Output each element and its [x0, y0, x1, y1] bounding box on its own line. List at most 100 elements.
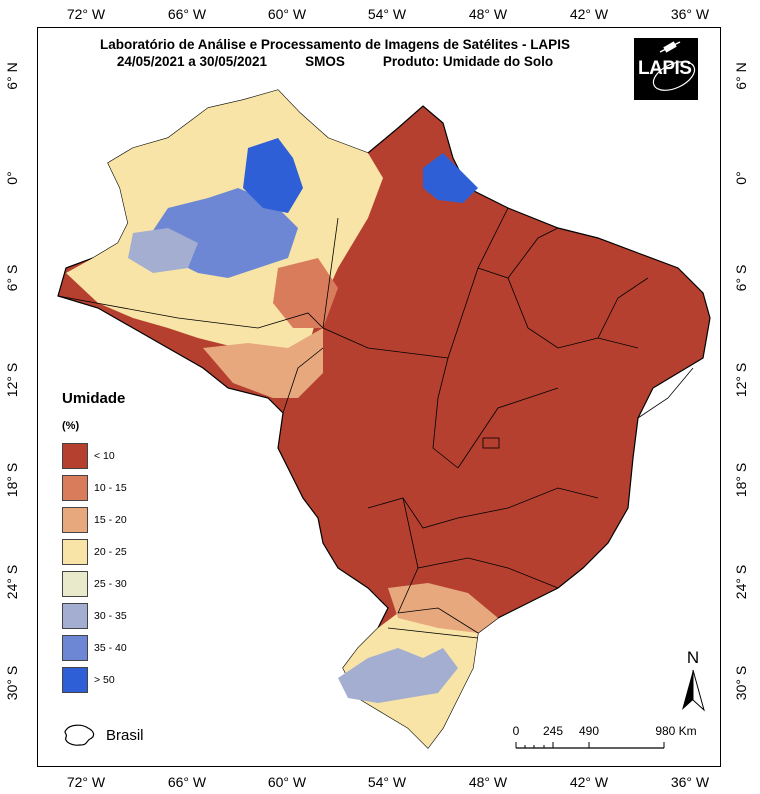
lat-label-right: 24° S [733, 564, 749, 600]
legend-item: 30 - 35 [62, 600, 127, 632]
state-boundary-line [367, 497, 459, 529]
lon-label-top: 36° W [670, 6, 710, 22]
lat-label-right: 6° N [733, 62, 749, 90]
map-title-block: Laboratório de Análise e Processamento d… [55, 36, 615, 70]
legend-swatch [62, 667, 88, 693]
legend-label: 20 - 25 [94, 546, 127, 558]
lat-label-right: 30° S [733, 665, 749, 701]
federal-district [482, 437, 500, 449]
boundary-legend: Brasil [60, 722, 144, 748]
lat-label-left: 18° S [4, 462, 20, 498]
lon-label-bottom: 48° W [468, 774, 508, 790]
state-boundary-line [477, 227, 559, 279]
map-title: Laboratório de Análise e Processamento d… [100, 37, 570, 52]
scale-label: 490 [578, 724, 600, 738]
lon-label-bottom: 42° W [569, 774, 609, 790]
lat-label-right: 0° [733, 171, 749, 185]
legend-label: 15 - 20 [94, 514, 127, 526]
moist-zone-30-35 [128, 228, 198, 273]
lon-label-bottom: 54° W [367, 774, 407, 790]
amapa-moist-zone [423, 153, 478, 203]
lon-label-top: 60° W [267, 6, 307, 22]
south-zone-30-35 [338, 648, 458, 703]
legend-label: < 10 [94, 450, 115, 462]
legend-item: 10 - 15 [62, 472, 127, 504]
lat-label-left: 6° N [4, 62, 20, 90]
lat-label-left: 24° S [4, 564, 20, 600]
lat-label-right: 6° S [733, 264, 749, 292]
southeast-zone-15-20 [388, 583, 498, 633]
lon-label-top: 42° W [569, 6, 609, 22]
legend-swatch [62, 443, 88, 469]
state-boundaries [57, 207, 694, 639]
legend-unit: (%) [62, 420, 80, 432]
legend: < 10 10 - 15 15 - 20 20 - 25 25 - 30 30 … [62, 440, 127, 696]
north-label: N [686, 648, 700, 667]
logo-text: LAPIS [638, 58, 692, 79]
lat-label-left: 30° S [4, 665, 20, 701]
moist-zone-over-50 [243, 138, 303, 213]
satellite-icon [652, 41, 696, 91]
lon-label-bottom: 60° W [267, 774, 307, 790]
lat-label-left: 0° [4, 171, 20, 185]
legend-swatch [62, 571, 88, 597]
lon-label-bottom: 66° W [167, 774, 207, 790]
legend-swatch [62, 539, 88, 565]
state-boundary-line [432, 357, 459, 469]
lon-label-top: 72° W [66, 6, 106, 22]
scale-label: 980 Km [655, 724, 697, 738]
legend-swatch [62, 475, 88, 501]
lapis-logo: LAPIS [634, 38, 698, 100]
north-arrow: N [678, 648, 708, 719]
state-boundary-line [637, 367, 694, 419]
moist-zone-15-20 [203, 328, 323, 398]
sensor-name: SMOS [305, 54, 345, 69]
boundary-outline-icon [64, 724, 95, 746]
legend-item: 35 - 40 [62, 632, 127, 664]
legend-swatch [62, 635, 88, 661]
scale-label: 245 [542, 724, 564, 738]
lon-label-bottom: 72° W [66, 774, 106, 790]
state-boundary-line [457, 387, 559, 469]
moist-zone-10-15 [273, 258, 338, 328]
state-boundary-line [322, 217, 339, 329]
scale-bar: 0 245 490 980 Km [512, 724, 702, 754]
legend-item: > 50 [62, 664, 127, 696]
state-boundary-line [397, 607, 479, 634]
state-boundary-line [457, 487, 599, 519]
state-boundary-line [57, 295, 449, 359]
legend-label: 35 - 40 [94, 642, 127, 654]
legend-item: 20 - 25 [62, 536, 127, 568]
legend-label: 10 - 15 [94, 482, 127, 494]
legend-label: 25 - 30 [94, 578, 127, 590]
legend-item: 15 - 20 [62, 504, 127, 536]
north-arrow-icon [682, 669, 705, 712]
lon-label-top: 54° W [367, 6, 407, 22]
legend-item: < 10 [62, 440, 127, 472]
legend-label: 30 - 35 [94, 610, 127, 622]
lat-label-left: 12° S [4, 362, 20, 398]
legend-item: 25 - 30 [62, 568, 127, 600]
lon-label-bottom: 36° W [670, 774, 710, 790]
state-boundary-line [282, 347, 324, 414]
scale-bar-graphic [515, 742, 665, 749]
lon-label-top: 66° W [167, 6, 207, 22]
state-boundary-line [387, 627, 479, 639]
product-name: Produto: Umidade do Solo [382, 54, 554, 69]
date-range: 24/05/2021 a 30/05/2021 [116, 54, 268, 69]
legend-label: > 50 [94, 674, 115, 686]
state-boundary-line [417, 557, 559, 589]
state-boundary-line [507, 277, 639, 349]
map-subtitle: 24/05/2021 a 30/05/2021 SMOS Produto: Um… [55, 53, 615, 70]
soil-moisture-map [57, 89, 711, 749]
boundary-legend-label: Brasil [106, 726, 144, 744]
lat-label-right: 18° S [733, 462, 749, 498]
state-boundary-line [597, 277, 649, 339]
lat-label-right: 12° S [733, 362, 749, 398]
lon-label-top: 48° W [468, 6, 508, 22]
scale-label: 0 [512, 724, 520, 738]
legend-title: Umidade [62, 390, 126, 407]
legend-swatch [62, 603, 88, 629]
scale-labels: 0 245 490 980 Km [512, 724, 702, 738]
legend-swatch [62, 507, 88, 533]
